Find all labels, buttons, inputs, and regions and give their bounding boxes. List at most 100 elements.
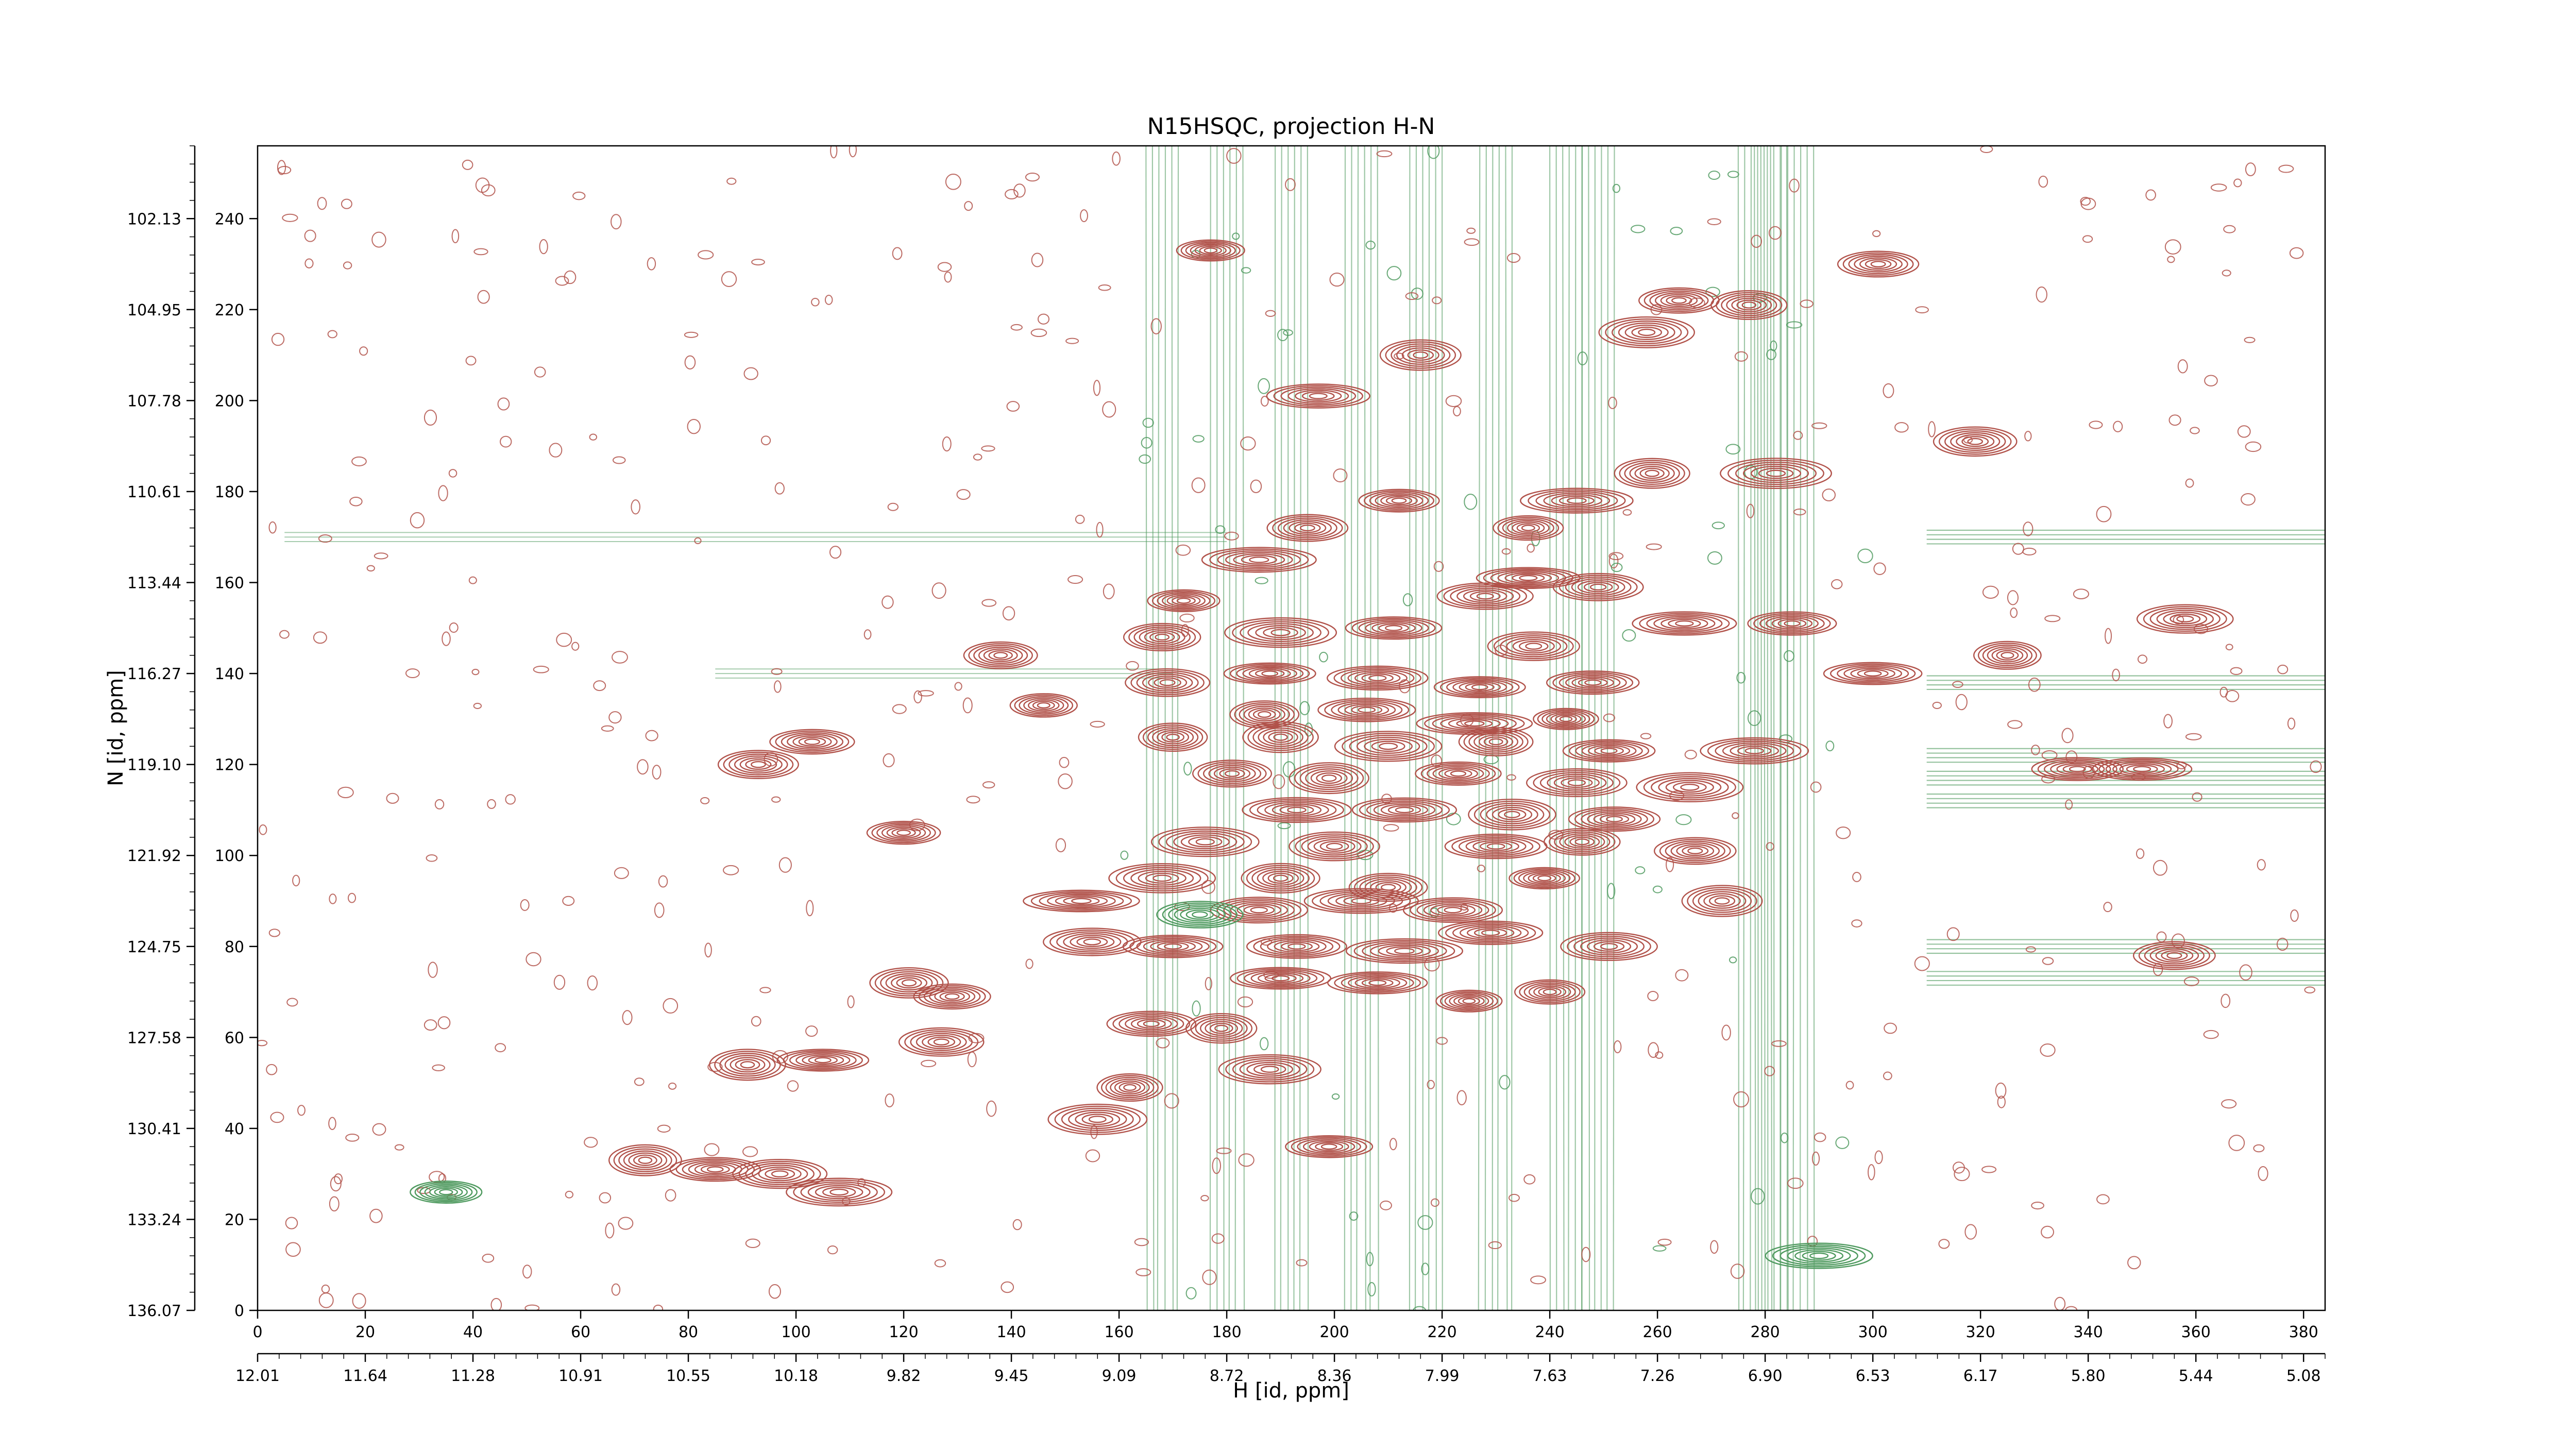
contour-ring xyxy=(1262,870,1299,886)
contour-ring xyxy=(1128,625,1196,650)
ppm-tick-label: 7.63 xyxy=(1533,1367,1567,1385)
noise-blob xyxy=(849,146,857,158)
noise-streak xyxy=(1234,146,1238,1310)
contour-ring xyxy=(1224,617,1337,648)
contour-ring xyxy=(1488,738,1503,746)
peak xyxy=(1147,589,1221,613)
noise-blob xyxy=(918,690,934,697)
noise-blob xyxy=(1884,1022,1897,1034)
noise-blob xyxy=(2031,1201,2044,1210)
contour-ring xyxy=(1359,799,1450,821)
contour-ring xyxy=(1247,623,1314,642)
noise-blob xyxy=(2089,420,2103,429)
noise-blob xyxy=(1156,1037,1170,1049)
noise-blob xyxy=(1646,543,1662,550)
noise-blob xyxy=(2245,162,2256,177)
noise-blob xyxy=(589,433,598,441)
contour-ring xyxy=(623,1150,668,1170)
contour-ring xyxy=(829,1188,849,1196)
contour-ring xyxy=(1159,679,1176,686)
contour-ring xyxy=(1162,593,1206,608)
peak xyxy=(1358,488,1440,513)
noise-blob xyxy=(2065,799,2073,810)
noise-streak xyxy=(1737,146,1740,1310)
noise-blob xyxy=(372,1123,386,1136)
peak xyxy=(1125,668,1211,697)
noise-blob xyxy=(451,229,460,243)
noise-blob xyxy=(1771,1040,1787,1047)
peak xyxy=(1458,727,1534,756)
noise-blob xyxy=(495,1043,506,1053)
noise-blob xyxy=(2276,937,2289,951)
ppm-y-tick-label: 113.44 xyxy=(127,575,181,593)
noise-blob xyxy=(1608,552,1624,560)
contour-ring xyxy=(735,1059,760,1071)
noise-blob xyxy=(698,250,714,260)
noise-blob xyxy=(1136,1268,1151,1276)
noise-blob xyxy=(410,512,425,529)
contour-ring xyxy=(1777,618,1807,629)
noise-blob xyxy=(366,565,375,572)
contour-ring xyxy=(1680,783,1700,791)
contour-ring xyxy=(1870,261,1886,267)
contour-ring xyxy=(1639,467,1665,479)
contour-ring xyxy=(1549,830,1616,854)
contour-ring xyxy=(1209,1022,1233,1034)
contour-ring xyxy=(1110,1079,1150,1097)
noise-blob xyxy=(317,197,327,210)
noise-blob xyxy=(1751,234,1762,248)
noise-streak xyxy=(1763,146,1766,1310)
contour-ring xyxy=(638,1156,653,1164)
contour-ring xyxy=(1750,465,1802,481)
contour-ring xyxy=(1369,943,1439,959)
contour-ring xyxy=(1340,668,1415,688)
noise-blob xyxy=(1012,1219,1022,1231)
contour-ring xyxy=(978,646,1023,664)
contour-ring xyxy=(1787,1248,1851,1265)
peak xyxy=(1327,971,1428,995)
contour-ring xyxy=(1317,697,1416,722)
noise-blob xyxy=(352,1293,366,1309)
contour-ring xyxy=(1660,617,1708,630)
noise-streak xyxy=(1742,146,1745,1310)
peak xyxy=(1533,707,1599,730)
ppm-tick-label: 11.64 xyxy=(343,1367,387,1385)
peak xyxy=(1224,617,1337,648)
noise-blob xyxy=(1191,477,1206,493)
contour-ring xyxy=(781,732,844,752)
noise-blob xyxy=(1747,710,1761,726)
noise-blob xyxy=(1103,583,1115,599)
noise-blob xyxy=(522,1265,532,1279)
peak xyxy=(1242,721,1319,753)
contour-ring xyxy=(898,1027,985,1057)
noise-blob xyxy=(1708,171,1721,180)
noise-blob xyxy=(1728,956,1737,964)
contour-ring xyxy=(1039,892,1124,910)
peak xyxy=(1223,662,1316,685)
contour-ring xyxy=(1600,942,1618,950)
contour-ring xyxy=(1638,328,1656,336)
noise-blob xyxy=(1273,774,1285,789)
noise-blob xyxy=(297,1105,306,1116)
peak xyxy=(1138,722,1208,752)
x-tick-label: 280 xyxy=(1751,1323,1780,1341)
noise-blob xyxy=(1037,313,1050,325)
noise-blob xyxy=(473,248,488,256)
contour-ring xyxy=(1459,925,1522,941)
ppm-tick-label: 8.72 xyxy=(1210,1367,1244,1385)
contour-ring xyxy=(1379,339,1462,371)
noise-blob xyxy=(1874,1150,1883,1165)
contour-ring xyxy=(1443,584,1528,609)
noise-blob xyxy=(1013,183,1026,198)
noise-blob xyxy=(1608,396,1617,409)
peak xyxy=(1416,712,1533,735)
contour-ring xyxy=(1462,998,1476,1004)
contour-ring xyxy=(1133,626,1191,648)
peak xyxy=(1218,1054,1321,1085)
noise-blob xyxy=(1640,733,1652,739)
contour-ring xyxy=(1452,680,1507,695)
noise-blob xyxy=(1058,773,1073,789)
contour-ring xyxy=(1506,637,1562,655)
noise-blob xyxy=(2203,1030,2219,1039)
contour-ring xyxy=(944,993,960,1000)
